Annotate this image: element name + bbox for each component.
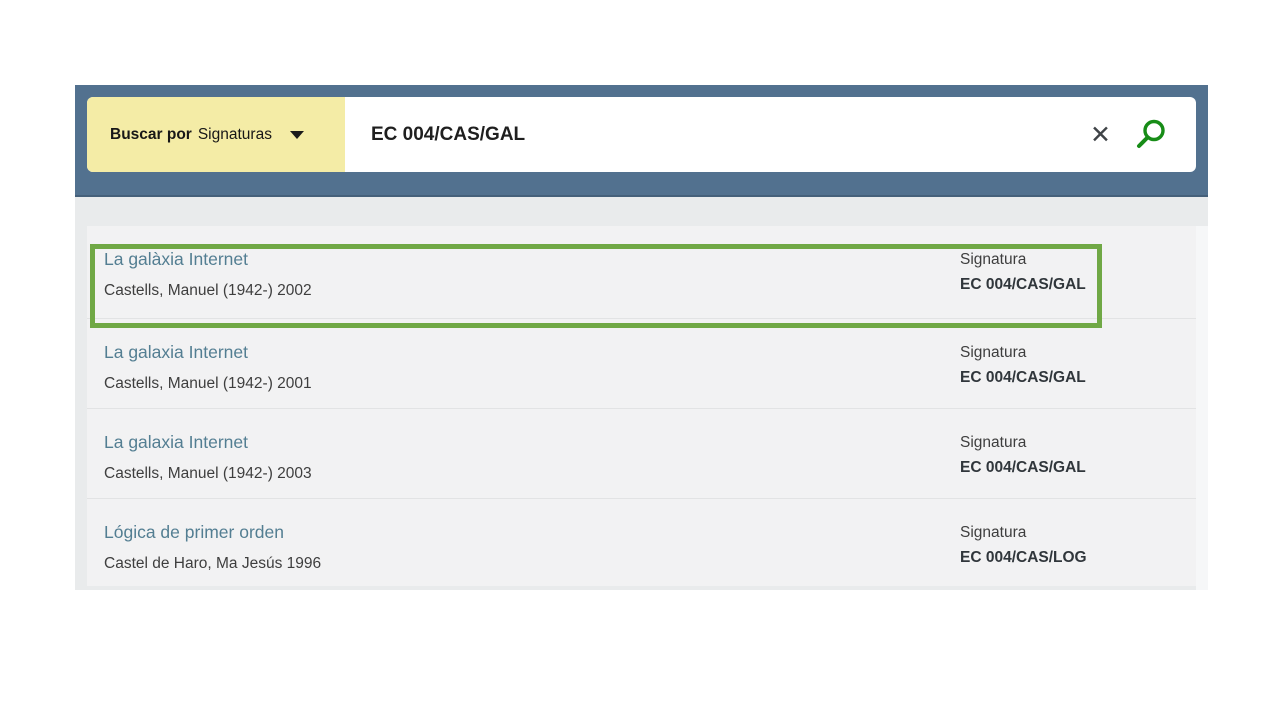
signatura-block: Signatura EC 004/CAS/GAL <box>960 433 1086 479</box>
result-row: La galaxia Internet Castells, Manuel (19… <box>87 318 1196 408</box>
results-background: La galàxia Internet Castells, Manuel (19… <box>75 197 1208 590</box>
search-field-dropdown[interactable]: Buscar por Signaturas <box>87 97 345 172</box>
results-panel: La galàxia Internet Castells, Manuel (19… <box>87 226 1196 586</box>
result-author: Castells, Manuel (1942-) 2003 <box>104 465 312 482</box>
result-title-link[interactable]: La galaxia Internet <box>104 432 248 452</box>
result-title-link[interactable]: La galaxia Internet <box>104 342 248 362</box>
result-title-link[interactable]: Lógica de primer orden <box>104 522 284 542</box>
result-author: Castells, Manuel (1942-) 2001 <box>104 375 312 392</box>
clear-search-button[interactable]: ✕ <box>1090 122 1111 147</box>
signatura-value: EC 004/CAS/LOG <box>960 549 1087 566</box>
result-author: Castells, Manuel (1942-) 2002 <box>104 282 312 299</box>
search-bar-icons: ✕ <box>1090 97 1196 172</box>
signatura-value: EC 004/CAS/GAL <box>960 459 1086 476</box>
result-row: La galaxia Internet Castells, Manuel (19… <box>87 408 1196 498</box>
search-bar: Buscar por Signaturas ✕ <box>87 97 1196 172</box>
search-header-bar: Buscar por Signaturas ✕ <box>75 85 1208 197</box>
search-input[interactable] <box>345 97 1091 172</box>
signatura-label: Signatura <box>960 434 1027 451</box>
search-icon <box>1137 119 1165 148</box>
result-author: Castel de Haro, Ma Jesús 1996 <box>104 555 322 572</box>
dropdown-selected-option: Signaturas <box>197 125 272 143</box>
signatura-label: Signatura <box>960 524 1027 541</box>
chevron-down-icon <box>289 130 304 139</box>
signatura-value: EC 004/CAS/GAL <box>960 369 1086 386</box>
close-icon: ✕ <box>1090 120 1111 149</box>
signatura-block: Signatura EC 004/CAS/GAL <box>960 343 1086 389</box>
dropdown-prefix-label: Buscar por <box>110 125 192 143</box>
search-button[interactable] <box>1135 118 1168 152</box>
content-area: Buscar por Signaturas ✕ <box>75 85 1208 590</box>
result-row: La galàxia Internet Castells, Manuel (19… <box>87 226 1196 318</box>
signatura-block: Signatura EC 004/CAS/LOG <box>960 523 1087 569</box>
result-row: Lógica de primer orden Castel de Haro, M… <box>87 498 1196 586</box>
right-margin-strip <box>1196 226 1208 590</box>
signatura-label: Signatura <box>960 251 1027 268</box>
signatura-block: Signatura EC 004/CAS/GAL <box>960 250 1086 296</box>
signatura-value: EC 004/CAS/GAL <box>960 276 1086 293</box>
signatura-label: Signatura <box>960 344 1027 361</box>
result-title-link[interactable]: La galàxia Internet <box>104 249 248 269</box>
